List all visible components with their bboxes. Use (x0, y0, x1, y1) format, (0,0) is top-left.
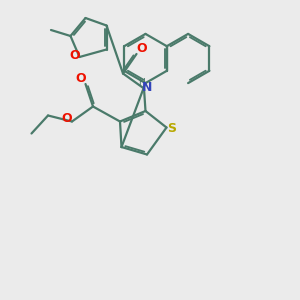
Text: N: N (142, 81, 152, 94)
Text: H: H (138, 78, 145, 87)
Text: O: O (61, 112, 72, 124)
Text: S: S (167, 122, 176, 136)
Text: O: O (76, 72, 86, 85)
Text: O: O (69, 49, 80, 62)
Text: O: O (136, 43, 147, 56)
